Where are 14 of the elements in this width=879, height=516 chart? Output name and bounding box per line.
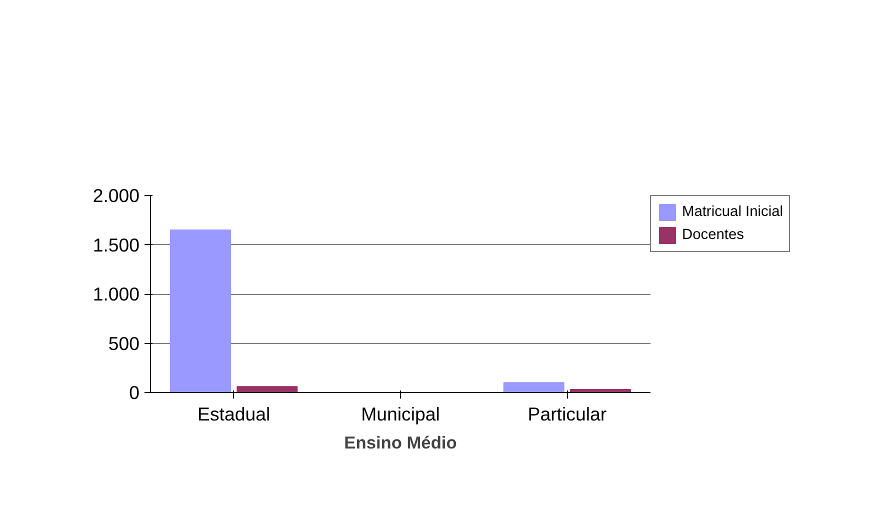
bar bbox=[236, 386, 298, 392]
bar bbox=[503, 382, 564, 392]
x-tick-label: Estadual bbox=[198, 404, 270, 424]
y-tick-label: 500 bbox=[108, 332, 140, 354]
legend-label: Docentes bbox=[682, 227, 744, 243]
y-tick-label: 2.000 bbox=[92, 185, 140, 206]
bar bbox=[170, 229, 231, 392]
x-tick-label: Particular bbox=[528, 404, 607, 424]
x-tick-label: Municipal bbox=[361, 404, 440, 424]
y-tick-label: 0 bbox=[129, 382, 140, 403]
y-tick-label: 1.000 bbox=[92, 284, 140, 304]
y-tick-label: 1.500 bbox=[92, 234, 140, 256]
x-axis-title: Ensino Médio bbox=[344, 432, 457, 452]
legend-label: Matricual Inicial bbox=[682, 204, 783, 220]
